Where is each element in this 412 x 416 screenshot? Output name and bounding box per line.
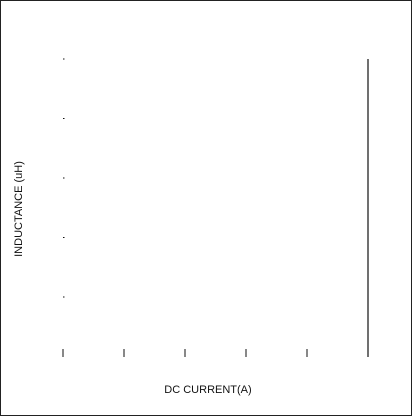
y-axis-ticks xyxy=(63,58,65,298)
y-axis-label: INDUCTANCE (uH) xyxy=(13,161,25,257)
x-axis-label: DC CURRENT(A) xyxy=(164,384,251,396)
x-axis-ticks xyxy=(62,349,369,357)
